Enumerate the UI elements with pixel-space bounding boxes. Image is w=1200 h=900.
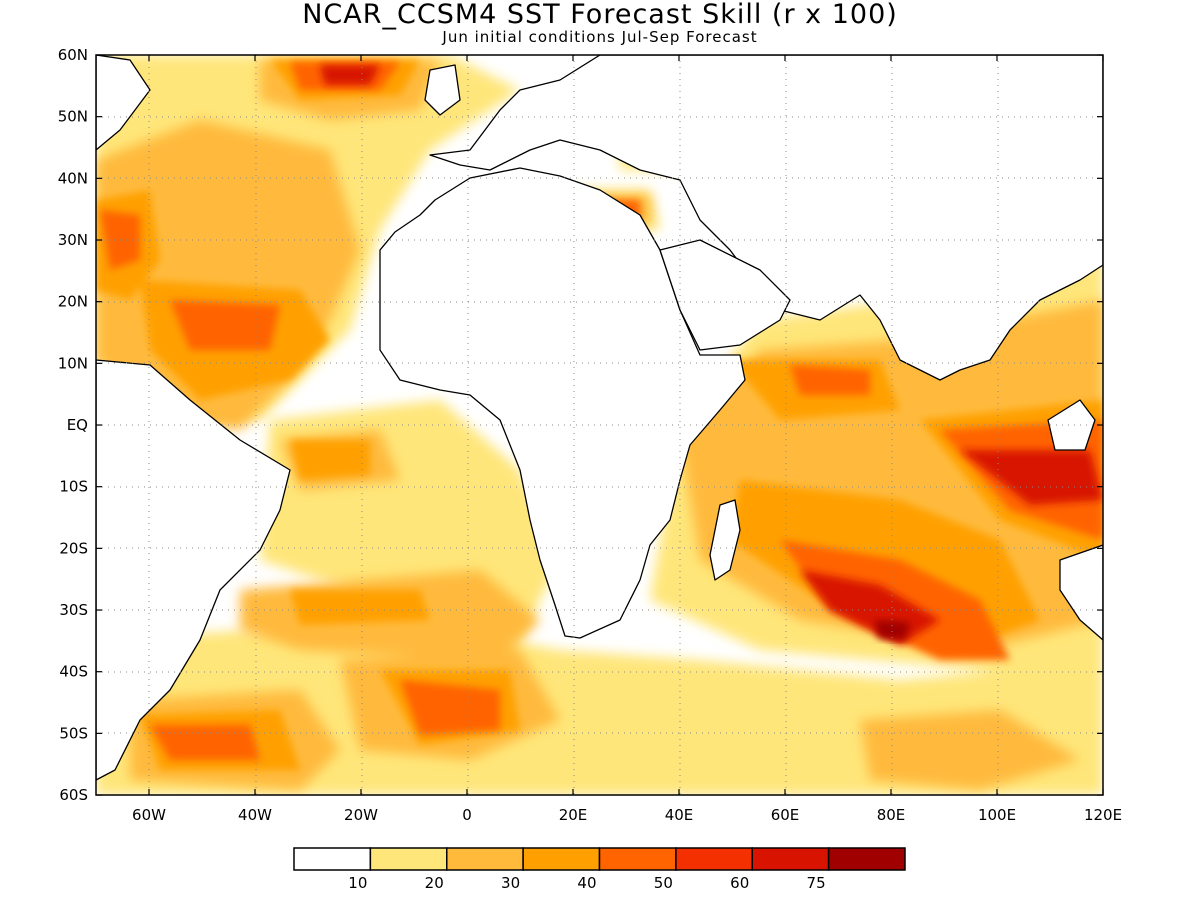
lat-tick-label: 10S bbox=[59, 478, 88, 496]
eurasia-outline bbox=[429, 55, 1103, 381]
lon-tick-label: 20W bbox=[344, 806, 378, 824]
colorbar-swatch bbox=[369, 847, 448, 871]
south-america-outline bbox=[96, 359, 291, 781]
colorbar-swatch bbox=[598, 847, 677, 871]
borneo-outline bbox=[1047, 399, 1096, 451]
lon-tick-label: 120E bbox=[1084, 806, 1122, 824]
colorbar-label: 20 bbox=[425, 874, 444, 892]
lon-tick-label: 20E bbox=[559, 806, 588, 824]
colorbar-swatch bbox=[522, 847, 601, 871]
lat-tick-label: 50N bbox=[58, 108, 88, 126]
lat-tick-label: 30S bbox=[59, 601, 88, 619]
lat-tick-label: 60N bbox=[58, 46, 88, 64]
north-america-outline bbox=[96, 55, 151, 151]
colorbar-swatch bbox=[293, 847, 372, 871]
map-title: NCAR_CCSM4 SST Forecast Skill (r x 100) bbox=[302, 0, 898, 30]
colorbar-swatch bbox=[827, 847, 906, 871]
skill-field bbox=[96, 55, 1103, 795]
colorbar-label: 30 bbox=[501, 874, 520, 892]
lat-tick-label: 60S bbox=[59, 786, 88, 804]
arabia-outline bbox=[659, 239, 791, 351]
lon-tick-label: 60W bbox=[132, 806, 166, 824]
lat-tick-label: EQ bbox=[67, 416, 88, 434]
colorbar-legend: 10 20 30 40 50 60 75 bbox=[293, 847, 906, 892]
colorbar-swatch bbox=[751, 847, 830, 871]
lon-tick-label: 100E bbox=[978, 806, 1016, 824]
lat-tick-label: 40N bbox=[58, 169, 88, 187]
colorbar-label: 40 bbox=[577, 874, 596, 892]
lon-tick-label: 40E bbox=[665, 806, 694, 824]
lat-tick-label: 30N bbox=[58, 231, 88, 249]
lon-tick-label: 40W bbox=[238, 806, 272, 824]
lat-tick-label: 10N bbox=[58, 354, 88, 372]
madagascar-outline bbox=[709, 499, 741, 581]
colorbar-label: 60 bbox=[730, 874, 749, 892]
lon-tick-label: 60E bbox=[771, 806, 800, 824]
skill-layer-75 bbox=[875, 620, 910, 640]
colorbar-label: 75 bbox=[807, 874, 826, 892]
colorbar-swatch bbox=[675, 847, 753, 871]
colorbar-swatch bbox=[446, 847, 524, 871]
lon-tick-label: 80E bbox=[877, 806, 906, 824]
africa-outline bbox=[379, 167, 746, 639]
lat-tick-label: 40S bbox=[59, 663, 88, 681]
british-isles-outline bbox=[424, 64, 461, 116]
colorbar-label: 10 bbox=[348, 874, 367, 892]
australia-outline bbox=[1059, 544, 1103, 641]
colorbar-label: 50 bbox=[654, 874, 673, 892]
map-subtitle: Jun initial conditions Jul-Sep Forecast bbox=[442, 28, 758, 46]
lon-tick-label: 0 bbox=[462, 806, 472, 824]
lat-tick-label: 20S bbox=[59, 539, 88, 557]
longitude-axis: 60W 40W 20W 0 20E 40E 60E 80E 100E 120E bbox=[132, 55, 1122, 824]
latitude-axis: 60N 50N 40N 30N 20N 10N EQ 10S 20S 30S 40S 50S 60S bbox=[58, 46, 1103, 804]
land-masses bbox=[96, 55, 1103, 781]
lat-tick-label: 50S bbox=[59, 724, 88, 742]
lat-tick-label: 20N bbox=[58, 293, 88, 311]
